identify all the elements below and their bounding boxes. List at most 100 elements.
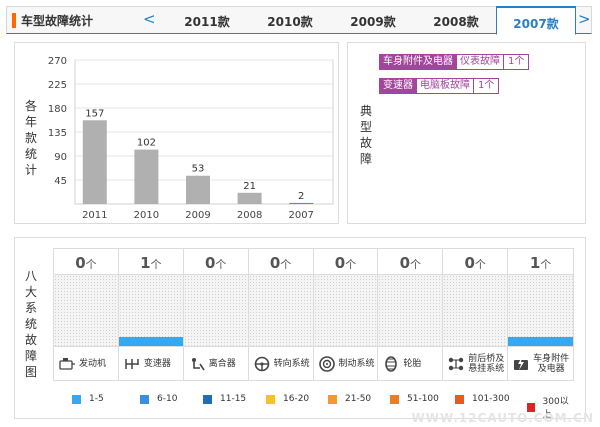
tab-year-2010[interactable]: 2010款	[267, 15, 313, 29]
legend-swatch	[266, 394, 275, 404]
fault-tag-1[interactable]: 车身附件及电器 仪表故障 1个	[379, 54, 530, 70]
x-tick-label: 2009	[185, 210, 210, 221]
legend-swatch	[390, 394, 399, 404]
bar-2009	[186, 175, 210, 204]
fault-tag-fault: 电脑板故障	[417, 78, 474, 94]
legend-label: 21-50	[345, 394, 372, 404]
legend-item: 101-300	[455, 394, 510, 404]
system-fault-plot	[248, 275, 313, 346]
system-label: 转向系统	[248, 346, 313, 380]
system-count-unit: 个	[280, 258, 292, 271]
steering-wheel-icon	[254, 356, 269, 371]
system-label: 前后桥及 悬挂系统	[443, 346, 508, 380]
tab-year-2008[interactable]: 2008款	[433, 15, 479, 29]
system-column[interactable]: 0个轮胎	[378, 249, 444, 380]
y-tick-label: 225	[48, 80, 67, 91]
system-count-unit: 个	[540, 258, 552, 271]
system-column[interactable]: 1个变速器	[118, 249, 184, 380]
typical-faults-panel	[347, 42, 586, 224]
system-label: 轮胎	[378, 346, 443, 380]
bar-value-label: 21	[243, 181, 256, 192]
fault-tag-count: 1个	[474, 78, 500, 94]
system-count-unit: 个	[410, 258, 422, 271]
tab-year-2007[interactable]: 2007款	[496, 6, 576, 35]
legend-swatch	[328, 394, 337, 404]
next-year-arrow[interactable]: >	[578, 10, 591, 28]
x-tick-label: 2008	[237, 210, 262, 221]
eight-systems-side-label: 八大系统故障图	[24, 269, 37, 379]
legend-item: 11-15	[203, 394, 246, 404]
system-count: 0个	[54, 249, 118, 275]
tab-year-2009[interactable]: 2009款	[350, 15, 396, 29]
y-tick-label: 90	[54, 152, 67, 163]
legend-item: 51-100	[390, 394, 439, 404]
system-name: 制动系统	[338, 358, 375, 369]
system-count: 0个	[248, 249, 313, 275]
axle-suspension-icon	[449, 357, 464, 370]
system-label: 发动机	[54, 346, 118, 380]
system-name: 转向系统	[273, 358, 310, 369]
system-column[interactable]: 0个离合器	[183, 249, 249, 380]
system-column[interactable]: 0个 前后桥及 悬挂系统	[443, 249, 509, 380]
system-column[interactable]: 0个发动机	[54, 249, 119, 380]
fault-tag-fault: 仪表故障	[457, 54, 504, 70]
bar-value-label: 2	[298, 191, 304, 202]
y-tick-label: 45	[54, 176, 67, 187]
bar-value-label: 53	[192, 164, 205, 175]
clutch-icon	[191, 357, 205, 370]
fault-stats-header: 车型故障统计 < 2011款 2010款 2009款 2008款 2007款 >	[6, 6, 592, 35]
system-name: 变速器	[143, 358, 171, 369]
system-count: 1个	[508, 249, 573, 275]
legend-item: 6-10	[140, 394, 177, 404]
legend-item: 21-50	[328, 394, 371, 404]
system-count-unit: 个	[215, 258, 227, 271]
bar-value-label: 102	[137, 138, 156, 149]
legend-swatch	[72, 394, 81, 404]
legend-item: 300以上	[527, 394, 572, 420]
system-count-unit: 个	[150, 258, 162, 271]
legend-label: 11-15	[220, 394, 247, 404]
system-count-number: 0	[204, 254, 216, 272]
yearly-stats-chart: 45 90 135 180 225 270 157 2011 102 2010 53 2009 21 20…	[48, 56, 334, 221]
system-count: 0个	[183, 249, 248, 275]
system-label: 制动系统	[313, 346, 378, 380]
legend-swatch	[203, 394, 212, 404]
watermark: WWW.12CAUTO.COM.CN	[411, 411, 594, 425]
system-name: 轮胎	[403, 358, 422, 369]
fault-tag-part: 车身附件及电器	[379, 54, 457, 70]
system-label: 车身附件 及电器	[508, 346, 573, 380]
tab-year-2011[interactable]: 2011款	[184, 15, 230, 29]
prev-year-arrow[interactable]: <	[143, 10, 156, 28]
system-count-number: 0	[334, 254, 346, 272]
title-accent	[12, 13, 16, 28]
system-count-number: 0	[399, 254, 411, 272]
system-column[interactable]: 1个车身附件 及电器	[508, 249, 573, 380]
system-fault-plot	[183, 275, 248, 346]
bar-2010	[134, 149, 159, 204]
system-count: 0个	[313, 249, 378, 275]
yearly-stats-side-label: 各年款统计	[24, 99, 37, 177]
system-column[interactable]: 0个转向系统	[248, 249, 314, 380]
system-count: 1个	[118, 249, 183, 275]
system-name: 车身附件 及电器	[533, 353, 570, 374]
system-column[interactable]: 0个制动系统	[313, 249, 379, 380]
bar-2007	[289, 202, 314, 204]
system-count-number: 0	[464, 254, 475, 272]
y-tick-label: 270	[48, 56, 67, 67]
system-name: 前后桥及 悬挂系统	[468, 353, 505, 374]
yearly-stats-panel: 45 90 135 180 225 270 157 2011 102 2010 53 2009 21 20…	[14, 42, 339, 224]
system-name: 离合器	[208, 358, 236, 369]
system-count-number: 1	[529, 254, 541, 272]
fault-tag-2[interactable]: 变速器 电脑板故障 1个	[379, 78, 500, 94]
body-electrical-icon	[514, 356, 529, 370]
system-fault-plot	[313, 275, 378, 346]
system-fault-bar	[508, 337, 573, 346]
y-tick-label: 135	[48, 128, 67, 139]
brake-disc-icon	[318, 355, 335, 372]
system-fault-grid: 0个 发动机 1个 变速器 0个 离合器 0个 转向系统 0个 制动系统 0个 轮胎 0个 前后桥及 悬挂系…	[53, 248, 574, 381]
system-fault-plot	[54, 275, 118, 346]
tire-icon	[385, 355, 398, 372]
legend-item: 16-20	[266, 394, 309, 404]
system-count: 0个	[378, 249, 443, 275]
bar-2008	[237, 192, 262, 204]
